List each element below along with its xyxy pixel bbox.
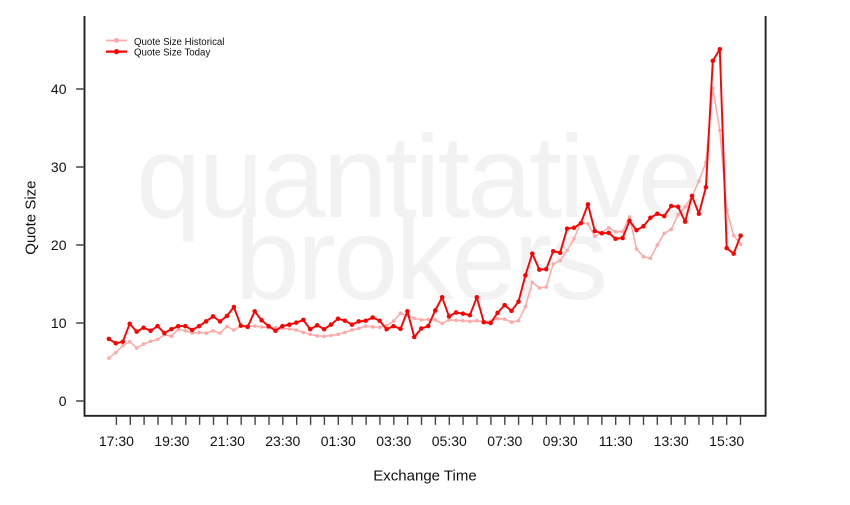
svg-text:20: 20 bbox=[51, 237, 67, 253]
svg-text:03:30: 03:30 bbox=[376, 433, 411, 449]
svg-text:01:30: 01:30 bbox=[321, 433, 356, 449]
svg-text:brokers: brokers bbox=[235, 193, 606, 324]
svg-text:11:30: 11:30 bbox=[599, 433, 633, 449]
svg-text:Exchange Time: Exchange Time bbox=[373, 468, 476, 485]
svg-text:10: 10 bbox=[51, 315, 67, 331]
svg-text:Quote Size Historical: Quote Size Historical bbox=[134, 37, 224, 48]
svg-text:07:30: 07:30 bbox=[487, 433, 522, 449]
svg-text:Quote Size Today: Quote Size Today bbox=[134, 47, 210, 58]
svg-text:09:30: 09:30 bbox=[543, 433, 578, 449]
svg-text:15:30: 15:30 bbox=[709, 433, 744, 449]
svg-text:13:30: 13:30 bbox=[654, 433, 689, 449]
svg-text:Quote Size: Quote Size bbox=[23, 180, 40, 254]
svg-text:23:30: 23:30 bbox=[265, 433, 300, 449]
svg-text:40: 40 bbox=[51, 81, 67, 97]
svg-text:05:30: 05:30 bbox=[432, 433, 467, 449]
svg-text:quantitative: quantitative bbox=[136, 111, 700, 242]
svg-text:17:30: 17:30 bbox=[99, 433, 134, 449]
svg-text:21:30: 21:30 bbox=[210, 433, 245, 449]
svg-text:0: 0 bbox=[59, 393, 67, 409]
svg-text:19:30: 19:30 bbox=[154, 433, 189, 449]
svg-text:30: 30 bbox=[51, 159, 67, 175]
